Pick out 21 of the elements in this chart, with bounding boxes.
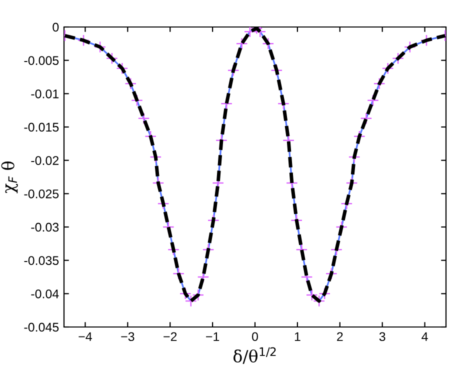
x-tick-label: −4	[78, 332, 92, 341]
y-tick-label: -0.04	[31, 289, 59, 298]
x-tick-label: 2	[337, 332, 343, 341]
x-tick-label: 1	[294, 332, 300, 341]
x-tick-label: 3	[379, 332, 386, 342]
y-tick-label: -0.01	[31, 89, 59, 98]
y-tick-label: -0.045	[24, 322, 59, 332]
y-tick-label: -0.005	[24, 56, 59, 65]
y-tick-label: -0.02	[31, 156, 59, 165]
x-tick-label: −3	[121, 332, 134, 342]
x-tick-label: 0	[252, 332, 258, 342]
y-tick-label: 0	[52, 22, 59, 32]
y-tick-label: -0.035	[24, 256, 59, 265]
y-axis-title: χ$_{F}$ θ	[1, 162, 18, 194]
y-tick-label: -0.025	[24, 189, 59, 198]
x-tick-label: 4	[422, 332, 428, 341]
x-axis-title: δ/θ$^{1/2}$	[233, 347, 276, 364]
y-tick-label: -0.03	[31, 222, 59, 232]
x-tick-label: −1	[206, 332, 220, 341]
x-tick-label: −2	[164, 332, 177, 341]
y-tick-label: -0.015	[24, 122, 59, 132]
